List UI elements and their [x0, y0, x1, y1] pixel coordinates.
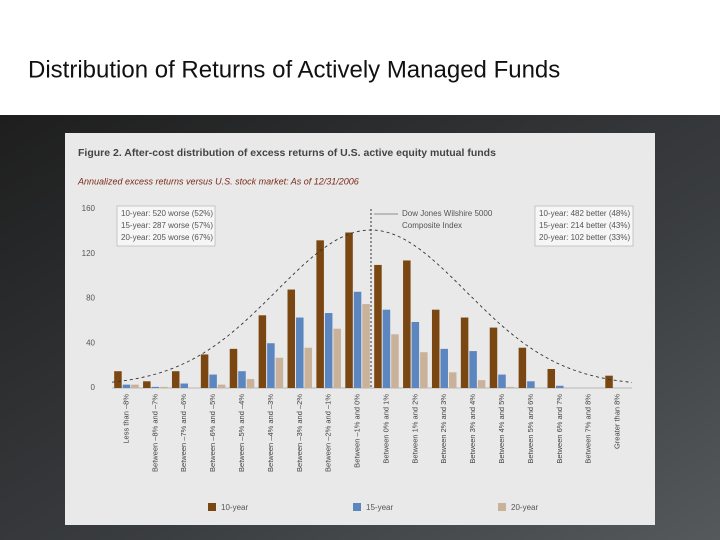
bar — [440, 348, 448, 388]
bar — [460, 317, 469, 388]
bar — [420, 352, 428, 388]
x-tick-label: Between 0% and 1% — [381, 394, 390, 464]
bar — [403, 260, 411, 388]
bar — [477, 380, 486, 388]
x-tick-label: Between –5% and –4% — [237, 394, 246, 472]
index-note: Composite Index — [402, 221, 462, 230]
bar — [411, 321, 420, 388]
slide-title: Distribution of Returns of Actively Mana… — [28, 56, 560, 83]
legend-swatch — [208, 503, 216, 511]
legend-label: 20-year — [511, 503, 538, 512]
bar — [217, 384, 226, 388]
x-tick-label: Between –4% and –3% — [266, 394, 275, 472]
bar — [246, 379, 255, 388]
bar — [296, 317, 304, 388]
bar — [362, 304, 370, 388]
chart-subtitle: Annualized excess returns versus U.S. st… — [77, 176, 359, 186]
bar — [353, 291, 362, 388]
bar — [605, 375, 613, 388]
bar — [151, 386, 160, 388]
x-tick-label: Between –1% and 0% — [353, 394, 362, 468]
x-tick-label: Less than –8% — [121, 394, 130, 444]
bar — [498, 374, 506, 388]
bar — [209, 374, 217, 388]
bar — [374, 264, 382, 388]
bar — [333, 328, 341, 388]
better-note: 15-year: 214 better (43%) — [539, 221, 630, 230]
bar — [200, 354, 209, 388]
bar — [131, 384, 139, 388]
bar — [287, 289, 296, 388]
x-tick-label: Between –8% and –7% — [150, 394, 159, 472]
bar — [489, 327, 498, 388]
bar — [556, 385, 564, 388]
legend-label: 15-year — [366, 503, 393, 512]
x-tick-label: Between –3% and –2% — [295, 394, 304, 472]
index-note: Dow Jones Wilshire 5000 — [402, 209, 493, 218]
y-tick-label: 80 — [86, 294, 95, 303]
bar — [345, 232, 353, 388]
y-tick-label: 0 — [91, 383, 96, 392]
x-tick-label: Greater than 8% — [613, 394, 622, 449]
x-tick-label: Between 1% and 2% — [410, 394, 419, 464]
bar — [304, 347, 313, 388]
worse-box — [116, 205, 216, 247]
legend-swatch — [498, 503, 506, 511]
bar — [238, 371, 246, 388]
bar — [316, 240, 324, 388]
x-tick-label: Between –2% and –1% — [324, 394, 333, 472]
bar — [527, 381, 535, 388]
x-tick-label: Between 4% and 5% — [497, 394, 506, 464]
x-tick-label: Between 5% and 6% — [526, 394, 535, 464]
bar — [171, 371, 180, 388]
legend-swatch — [353, 503, 361, 511]
bar — [547, 368, 556, 388]
bar — [324, 313, 333, 388]
x-tick-label: Between 6% and 7% — [555, 394, 564, 464]
bar — [114, 371, 122, 388]
bar — [431, 309, 440, 388]
y-tick-label: 120 — [82, 249, 96, 258]
bar — [506, 386, 515, 388]
worse-note: 20-year: 205 worse (67%) — [121, 233, 213, 242]
bar — [122, 384, 131, 388]
x-tick-label: Between 7% and 8% — [584, 394, 593, 464]
bar — [180, 383, 188, 388]
x-tick-label: Between 2% and 3% — [439, 394, 448, 464]
worse-note: 15-year: 287 worse (57%) — [121, 221, 213, 230]
bar — [160, 386, 168, 388]
bar — [391, 334, 399, 388]
y-tick-label: 40 — [86, 338, 95, 347]
better-note: 20-year: 102 better (33%) — [539, 233, 630, 242]
worse-note: 10-year: 520 worse (52%) — [121, 209, 213, 218]
bar — [143, 381, 151, 388]
bar — [258, 315, 267, 388]
chart-title: Figure 2. After-cost distribution of exc… — [78, 147, 496, 159]
bar — [275, 357, 284, 388]
better-note: 10-year: 482 better (48%) — [539, 209, 630, 218]
bar — [518, 347, 527, 388]
x-tick-label: Between –7% and –6% — [179, 394, 188, 472]
y-tick-label: 160 — [82, 204, 96, 213]
legend-label: 10-year — [221, 503, 248, 512]
better-box — [534, 205, 634, 247]
bar — [382, 309, 391, 388]
bar — [448, 372, 457, 388]
x-tick-label: Between 3% and 4% — [468, 394, 477, 464]
x-tick-label: Between –6% and –5% — [208, 394, 217, 472]
bar — [469, 351, 477, 388]
bar — [267, 343, 275, 388]
index-curve — [111, 229, 633, 383]
bar — [229, 348, 238, 388]
